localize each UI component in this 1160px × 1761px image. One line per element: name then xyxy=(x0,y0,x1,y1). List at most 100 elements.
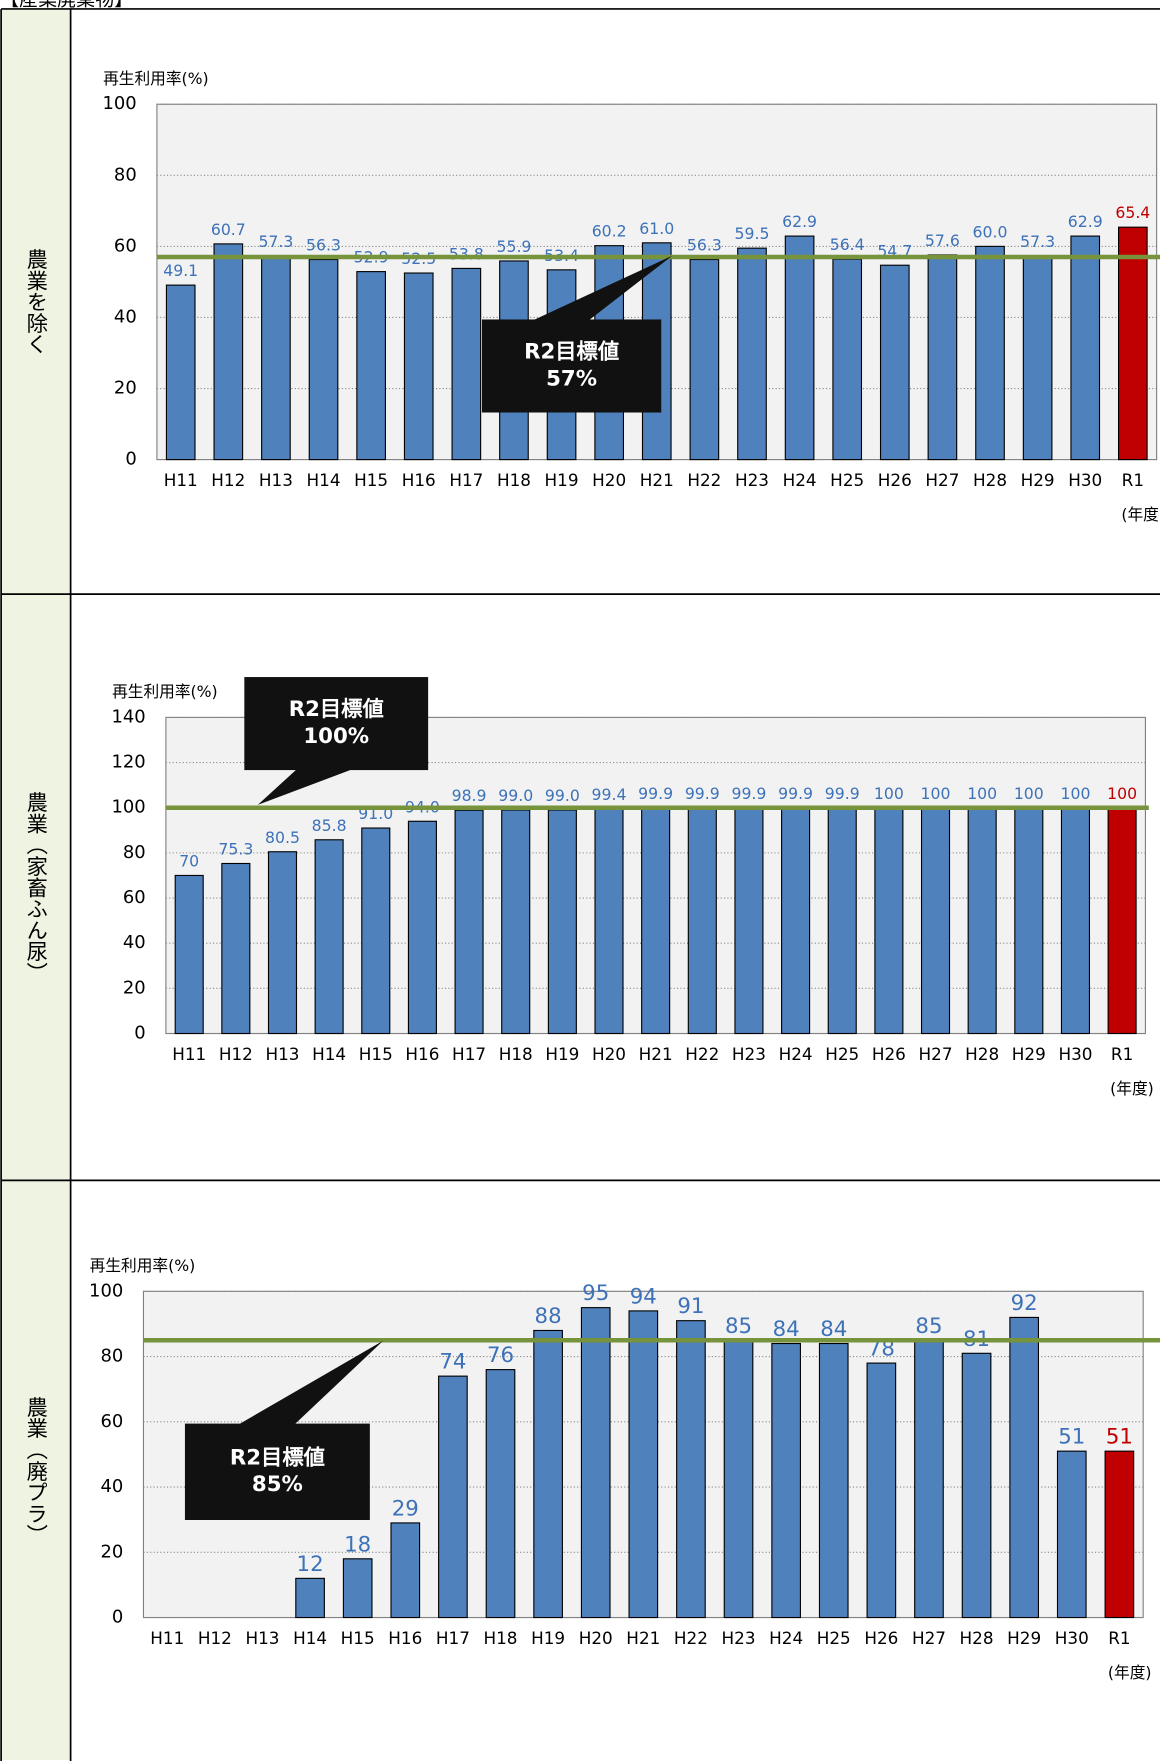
bar xyxy=(314,839,344,1035)
x-tick-label: H21 xyxy=(626,1628,660,1648)
bar xyxy=(451,267,482,461)
value-label: 100 xyxy=(967,784,997,803)
value-label: 49.1 xyxy=(163,261,198,280)
value-label: 95 xyxy=(582,1281,609,1306)
value-label: 100 xyxy=(1060,784,1090,803)
x-tick-label: H28 xyxy=(973,470,1007,490)
value-label: 99.9 xyxy=(825,784,860,803)
x-tick-label: H22 xyxy=(674,1628,708,1648)
value-label: 29 xyxy=(392,1496,419,1521)
bar xyxy=(874,807,904,1035)
y-tick-label: 80 xyxy=(114,164,137,185)
x-tick-label: H28 xyxy=(960,1628,994,1648)
x-tick-label: H16 xyxy=(405,1044,439,1064)
x-tick-label: H17 xyxy=(452,1044,486,1064)
value-label: 57.3 xyxy=(1020,232,1055,251)
y-tick-label: 20 xyxy=(123,977,146,998)
x-tick-label: H20 xyxy=(592,1044,626,1064)
value-label: 56.3 xyxy=(306,236,341,255)
bar xyxy=(547,809,577,1035)
bar xyxy=(594,808,624,1035)
x-tick-label: H26 xyxy=(864,1628,898,1648)
x-tick-label: H24 xyxy=(769,1628,803,1648)
bar xyxy=(407,820,437,1035)
x-tick-label: R1 xyxy=(1108,1628,1130,1648)
value-label: 75.3 xyxy=(218,840,253,859)
bar xyxy=(580,1307,611,1619)
value-label: 70 xyxy=(179,852,199,871)
value-label: 65.4 xyxy=(1115,203,1150,222)
x-tick-label: H28 xyxy=(965,1044,999,1064)
x-tick-label: H18 xyxy=(483,1628,517,1648)
bar xyxy=(866,1362,897,1619)
bar xyxy=(676,1320,706,1619)
x-tick-label: H11 xyxy=(172,1044,206,1064)
x-tick-label: H14 xyxy=(293,1628,327,1648)
bar xyxy=(165,284,196,461)
bar xyxy=(879,264,910,461)
value-label: 57.6 xyxy=(925,231,960,250)
y-tick-label: 60 xyxy=(100,1411,123,1432)
y-tick-label: 20 xyxy=(100,1541,123,1562)
x-tick-label: H21 xyxy=(639,1044,673,1064)
x-tick-label: H30 xyxy=(1058,1044,1092,1064)
x-tick-label: H27 xyxy=(912,1628,946,1648)
x-tick-label: H26 xyxy=(872,1044,906,1064)
value-label: 99.4 xyxy=(592,785,627,804)
bar xyxy=(967,807,997,1035)
bar xyxy=(927,254,958,461)
bar xyxy=(1070,235,1101,461)
x-tick-label: H23 xyxy=(722,1628,756,1648)
y-axis-label: 再生利用率(%) xyxy=(103,69,209,88)
x-tick-label: H23 xyxy=(735,470,769,490)
y-axis-label: 再生利用率(%) xyxy=(90,1256,196,1275)
value-label: 57.3 xyxy=(258,232,293,251)
y-tick-label: 140 xyxy=(111,706,145,727)
bar xyxy=(1060,807,1091,1035)
x-tick-label: H15 xyxy=(359,1044,393,1064)
bar xyxy=(356,271,386,461)
x-tick-label: H22 xyxy=(685,1044,719,1064)
bar xyxy=(342,1558,373,1619)
x-tick-label: H12 xyxy=(211,470,245,490)
y-tick-label: 20 xyxy=(114,378,137,399)
value-label: 62.9 xyxy=(782,212,817,231)
x-tick-label: H13 xyxy=(259,470,293,490)
value-label: 100 xyxy=(921,784,951,803)
callout-box xyxy=(184,1423,370,1520)
x-tick-label: H13 xyxy=(265,1044,299,1064)
x-tick-label: H29 xyxy=(1007,1628,1041,1648)
x-tick-label: H19 xyxy=(545,470,579,490)
x-tick-label: H29 xyxy=(1012,1044,1046,1064)
x-tick-label: H12 xyxy=(198,1628,232,1648)
value-label: 85 xyxy=(725,1314,752,1339)
value-label: 99.0 xyxy=(498,786,533,805)
value-label: 91 xyxy=(677,1294,704,1319)
x-tick-label: H23 xyxy=(732,1044,766,1064)
bar xyxy=(1014,807,1044,1035)
value-label: 12 xyxy=(297,1552,324,1577)
bar xyxy=(261,255,291,461)
y-tick-label: 100 xyxy=(111,797,145,818)
callout-pointer xyxy=(257,768,354,805)
y-tick-label: 100 xyxy=(89,1280,123,1301)
x-tick-label: H30 xyxy=(1068,470,1102,490)
y-axis-label: 再生利用率(%) xyxy=(112,682,218,701)
bar xyxy=(1117,226,1148,461)
bar xyxy=(737,247,767,461)
value-label: 99.9 xyxy=(638,784,673,803)
value-label: 99.9 xyxy=(731,784,766,803)
x-axis-label: (年度) xyxy=(1121,505,1160,524)
page-title: 【産業廃棄物】 xyxy=(0,0,133,11)
x-tick-label: H25 xyxy=(830,470,864,490)
value-label: 99.9 xyxy=(778,784,813,803)
y-tick-label: 40 xyxy=(114,306,137,327)
value-label: 76 xyxy=(487,1343,514,1368)
callout-text: R2目標値 xyxy=(230,1445,325,1470)
x-tick-label: H15 xyxy=(341,1628,375,1648)
bar xyxy=(213,243,244,461)
section-label: 農業（家畜ふん尿） xyxy=(23,791,48,983)
value-label: 100 xyxy=(874,784,904,803)
label-column xyxy=(1,8,71,1760)
